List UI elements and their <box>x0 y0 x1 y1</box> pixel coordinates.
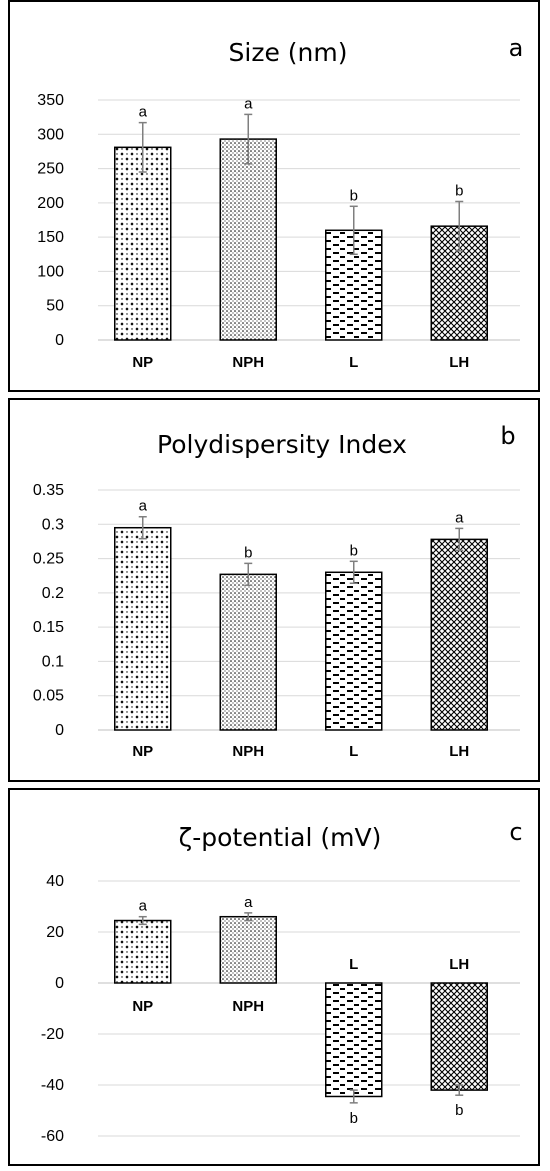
y-tick-label: 0.3 <box>42 516 64 533</box>
y-tick-label: 0.15 <box>33 619 64 636</box>
significance-letter: a <box>244 894 253 911</box>
panel-label: a <box>509 34 524 62</box>
y-tick-label: 0 <box>55 975 64 992</box>
y-tick-label: 250 <box>37 161 64 178</box>
category-label: LH <box>449 354 469 371</box>
y-tick-label: -60 <box>41 1128 64 1145</box>
y-tick-label: 40 <box>46 873 64 890</box>
category-label: NPH <box>232 998 264 1015</box>
y-tick-label: 0.25 <box>33 551 64 568</box>
category-label: NP <box>132 354 153 371</box>
significance-letter: b <box>350 187 358 204</box>
bar <box>219 138 277 341</box>
bar <box>114 146 172 341</box>
category-label: L <box>349 354 358 371</box>
significance-letter: a <box>244 95 253 112</box>
y-tick-label: 0.2 <box>42 585 64 602</box>
chart-title: Polydispersity Index <box>157 430 407 459</box>
category-label: LH <box>449 956 469 973</box>
significance-letter: b <box>350 1110 358 1127</box>
category-label: LH <box>449 743 469 760</box>
zeta-chart: -60 -40 -20 0 20 40 a NP a NPH b Lb LH ζ-potential (… <box>41 818 523 1145</box>
panel-label: b <box>500 422 515 450</box>
y-tick-label: 50 <box>46 298 64 315</box>
y-tick-label: 0 <box>55 332 64 349</box>
size-chart: 0 50 100 150 200 250 300 350 a NP a NPH b Lb LH Size (… <box>37 34 524 371</box>
bar <box>325 571 383 731</box>
bar <box>219 573 277 731</box>
y-tick-label: 300 <box>37 126 64 143</box>
y-tick-label: 350 <box>37 92 64 109</box>
significance-letter: b <box>244 544 252 561</box>
category-label: NPH <box>232 354 264 371</box>
significance-letter: a <box>139 104 148 121</box>
category-label: NPH <box>232 743 264 760</box>
y-tick-label: 200 <box>37 195 64 212</box>
bar <box>430 225 488 341</box>
category-label: NP <box>132 743 153 760</box>
significance-letter: a <box>455 509 464 526</box>
significance-letter: a <box>139 498 148 515</box>
panel-label: c <box>509 818 522 846</box>
y-tick-label: 0 <box>55 722 64 739</box>
y-tick-label: 150 <box>37 229 64 246</box>
y-tick-label: -40 <box>41 1077 64 1094</box>
y-tick-label: 0.05 <box>33 688 64 705</box>
significance-letter: b <box>455 1102 463 1119</box>
y-tick-label: 0.1 <box>42 653 64 670</box>
bar <box>114 526 172 731</box>
y-tick-label: -20 <box>41 1026 64 1043</box>
chart-title: ζ-potential (mV) <box>179 823 382 852</box>
pdi-chart: 0 0.05 0.1 0.15 0.2 0.25 0.3 0.35 a NP b NPH b La LH P… <box>33 422 520 760</box>
y-tick-label: 20 <box>46 924 64 941</box>
category-label: NP <box>132 998 153 1015</box>
chart-title: Size (nm) <box>229 38 348 67</box>
significance-letter: b <box>350 542 358 559</box>
bar <box>219 915 277 984</box>
bar <box>114 919 172 984</box>
category-label: L <box>349 743 358 760</box>
bar <box>325 982 383 1098</box>
y-tick-label: 0.35 <box>33 482 64 499</box>
bar <box>430 538 488 731</box>
category-label: L <box>349 956 358 973</box>
y-tick-label: 100 <box>37 263 64 280</box>
significance-letter: b <box>455 182 463 199</box>
bar <box>430 982 488 1091</box>
significance-letter: a <box>139 898 148 915</box>
